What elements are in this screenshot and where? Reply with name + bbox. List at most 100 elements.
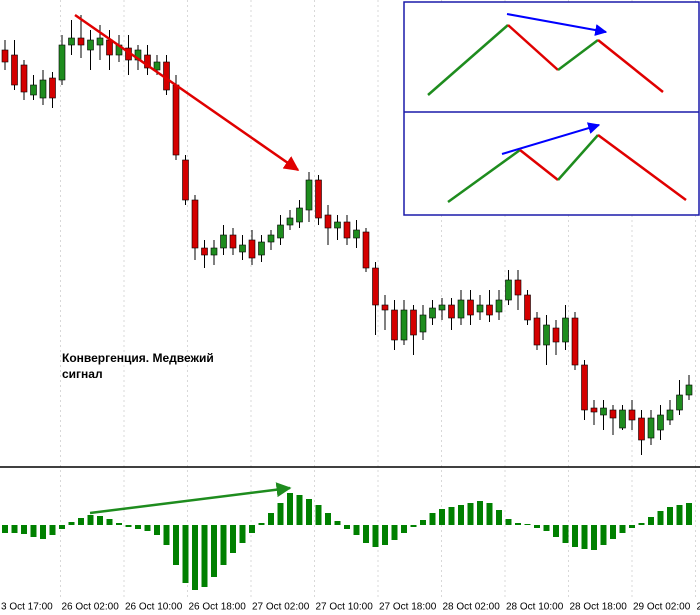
- candle-body: [144, 54, 151, 69]
- annotation: Конвергенция. Медвежий сигнал: [62, 351, 214, 381]
- x-tick-label: 27 Oct 18:00: [379, 602, 437, 613]
- histogram-bar: [486, 503, 493, 525]
- candle-body: [514, 279, 522, 296]
- histogram-bar: [572, 525, 578, 547]
- candle-body: [685, 384, 693, 396]
- histogram-bar: [353, 525, 360, 535]
- histogram-bar: [363, 525, 369, 543]
- histogram-bar: [11, 525, 18, 533]
- candle-body: [571, 317, 579, 366]
- candle-body: [248, 239, 256, 259]
- histogram-bar: [534, 525, 540, 528]
- histogram-bar: [116, 523, 122, 525]
- histogram-bar: [543, 525, 550, 531]
- histogram-bar: [192, 525, 198, 590]
- candle-body: [486, 304, 493, 316]
- histogram-bar: [448, 507, 455, 525]
- histogram-bar: [277, 503, 284, 525]
- histogram-bar: [648, 517, 654, 525]
- histogram-bar: [230, 525, 236, 553]
- histogram-bar: [287, 493, 293, 525]
- histogram-bar: [306, 499, 312, 525]
- candle-body: [39, 79, 47, 99]
- candle-body: [343, 221, 351, 239]
- histogram-bar: [429, 513, 436, 525]
- candle-body: [210, 247, 218, 256]
- candle-body: [229, 234, 237, 249]
- histogram-bar: [496, 510, 502, 525]
- candle-body: [1, 49, 9, 63]
- histogram-bar: [211, 525, 217, 577]
- candle-body: [315, 179, 322, 219]
- x-tick-label: 29 Oct 02:00: [633, 602, 691, 613]
- candle-body: [628, 409, 636, 421]
- candle-body: [581, 364, 588, 411]
- histogram-bar: [619, 525, 626, 533]
- histogram-bar: [382, 525, 388, 545]
- histogram-bar: [372, 525, 379, 547]
- candle-body: [505, 279, 512, 301]
- histogram-bar: [30, 525, 37, 537]
- x-tick-label: 26 Oct 18:00: [189, 602, 247, 613]
- candle-body: [676, 394, 683, 411]
- candle-body: [419, 314, 427, 333]
- candle-body: [153, 61, 161, 71]
- x-tick-label: 3 Oct 17:00: [1, 602, 53, 613]
- candle-body: [666, 409, 674, 421]
- candle-body: [543, 324, 550, 346]
- candle-body: [324, 214, 332, 229]
- histogram-bar: [562, 525, 569, 543]
- candle-body: [381, 304, 389, 311]
- candle-body: [267, 234, 275, 243]
- candle-body: [638, 417, 645, 441]
- histogram-bar: [638, 523, 645, 525]
- candle-body: [609, 409, 617, 419]
- candle-body: [87, 39, 94, 51]
- candle-body: [201, 247, 208, 256]
- histogram-bar: [591, 525, 597, 550]
- histogram-bar: [173, 525, 179, 565]
- candle-body: [657, 414, 664, 431]
- candle-body: [467, 299, 474, 316]
- histogram-bar: [49, 525, 56, 535]
- histogram-bar: [296, 495, 303, 525]
- histogram-bar: [505, 519, 512, 525]
- histogram-bar: [97, 516, 103, 525]
- candle-body: [410, 309, 417, 336]
- histogram-bar: [106, 519, 113, 525]
- candle-body: [552, 327, 560, 343]
- histogram-bar: [581, 525, 588, 549]
- candle-body: [647, 417, 655, 439]
- candle-body: [106, 39, 113, 56]
- histogram-bar: [467, 503, 474, 525]
- x-tick-label: 28 Oct 02:00: [443, 602, 501, 613]
- histogram-bar: [268, 513, 274, 525]
- candle-body: [286, 217, 294, 226]
- candle-body: [495, 299, 503, 313]
- candle-body: [353, 229, 360, 239]
- histogram-bar: [125, 525, 132, 527]
- histogram-bar: [239, 525, 246, 543]
- candle-body: [400, 309, 408, 341]
- histogram-bar: [667, 507, 673, 525]
- histogram-bar: [410, 525, 417, 527]
- candle-body: [391, 309, 398, 341]
- candle-body: [362, 231, 370, 269]
- trend-arrow: [74, 13, 300, 172]
- x-tick-label: 29 Oct 10:00: [697, 602, 700, 613]
- candle-body: [58, 44, 66, 81]
- candle-body: [220, 234, 227, 249]
- histogram-bar: [2, 525, 8, 533]
- x-tick-label: 27 Oct 02:00: [252, 602, 310, 613]
- candle-body: [277, 224, 284, 239]
- candle-body: [296, 207, 303, 223]
- candle-body: [600, 407, 607, 416]
- histogram-bar: [553, 525, 559, 537]
- histogram-bar: [610, 525, 616, 539]
- candle-body: [372, 267, 379, 306]
- candle-body: [533, 317, 541, 346]
- candle-body: [11, 54, 18, 86]
- histogram-bar: [401, 525, 407, 533]
- candle-body: [476, 304, 484, 313]
